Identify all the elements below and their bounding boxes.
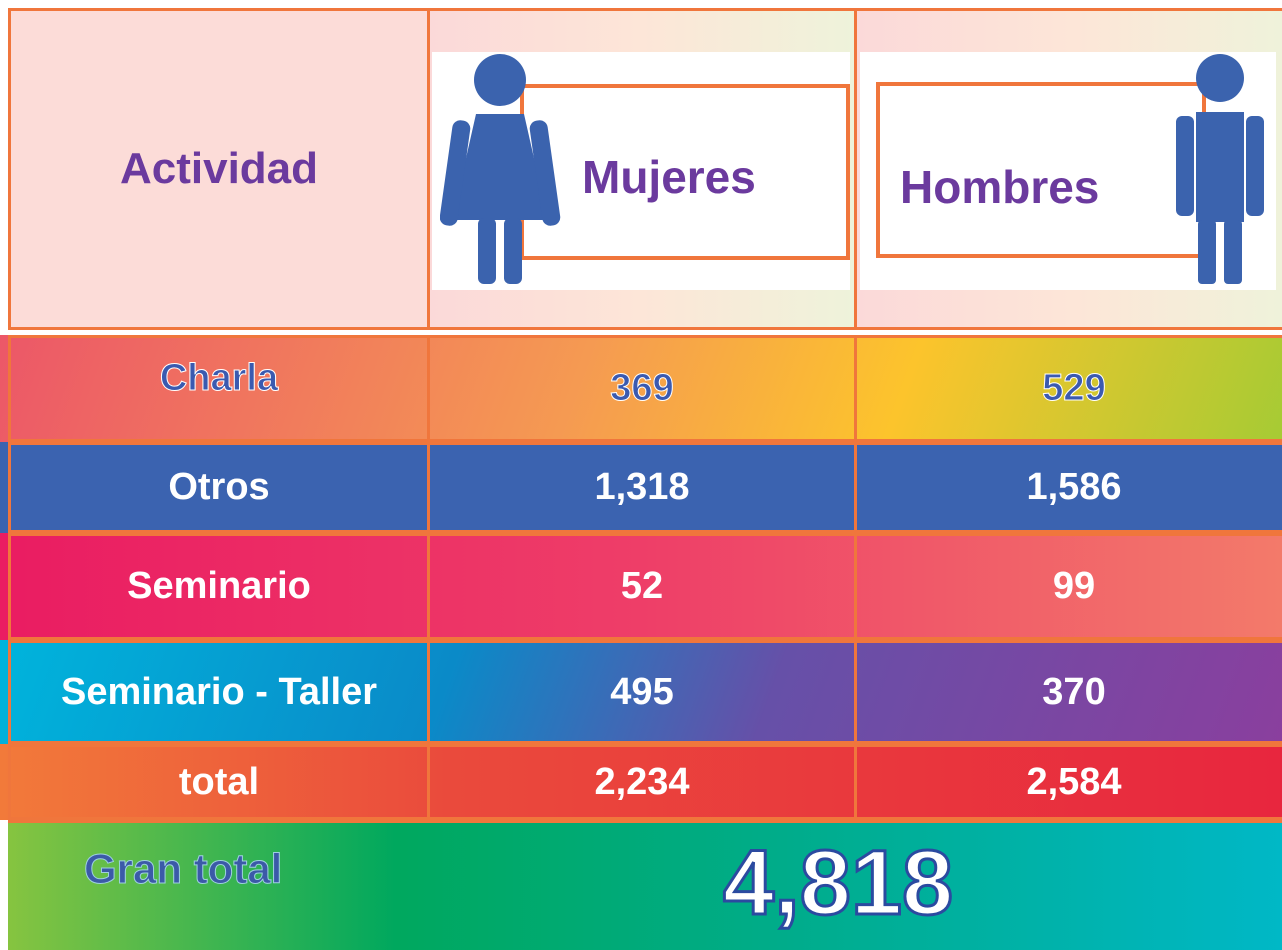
table-row: Otros 1,318 1,586 (0, 442, 1282, 533)
men-header: Hombres (900, 161, 1100, 213)
table-cell: 370 (854, 640, 1282, 744)
table-cell: 529 (854, 335, 1282, 442)
value: 529 (1042, 367, 1106, 410)
activity-name: Charla (159, 357, 279, 400)
table-cell: 52 (427, 533, 857, 640)
value: 52 (620, 565, 664, 607)
table-row: Charla 369 529 (0, 335, 1282, 442)
value: 1,586 (1026, 466, 1122, 508)
table-cell: Seminario (8, 533, 430, 640)
value: 369 (610, 367, 674, 410)
women-header: Mujeres (582, 151, 756, 203)
activity-name: total (178, 760, 260, 803)
grand-total-label: Gran total (83, 845, 283, 893)
table-cell: Otros (8, 442, 430, 533)
activity-header: Actividad (119, 144, 319, 193)
table-row: total 2,234 2,584 (0, 744, 1282, 820)
table-cell: 2,584 (854, 744, 1282, 820)
value: 99 (1052, 565, 1096, 607)
activity-name: Seminario (127, 565, 311, 607)
table-cell: 1,318 (427, 442, 857, 533)
grand-total-row: Gran total 4,818 (8, 820, 1282, 950)
table-cell: 2,234 (427, 744, 857, 820)
women-icon (440, 54, 561, 284)
value: 2,584 (1026, 760, 1122, 803)
activity-name: Otros (168, 466, 270, 508)
table-cell: 1,586 (854, 442, 1282, 533)
table-cell: Charla (8, 335, 430, 442)
table-cell: Seminario - Taller (8, 640, 430, 744)
table-row: Seminario 52 99 (0, 533, 1282, 640)
value: 495 (610, 670, 674, 713)
table-cell: 99 (854, 533, 1282, 640)
value: 370 (1042, 670, 1106, 713)
table-row: Seminario - Taller 495 370 (0, 640, 1282, 744)
men-icon (1176, 54, 1264, 284)
value: 2,234 (594, 760, 690, 803)
table-cell: 369 (427, 335, 857, 442)
table-cell: total (8, 744, 430, 820)
activity-name: Seminario - Taller (60, 670, 378, 713)
value: 1,318 (594, 466, 690, 508)
grand-total-value: 4,818 (721, 831, 954, 936)
table-cell: 495 (427, 640, 857, 744)
header-cell: Actividad (8, 8, 430, 330)
